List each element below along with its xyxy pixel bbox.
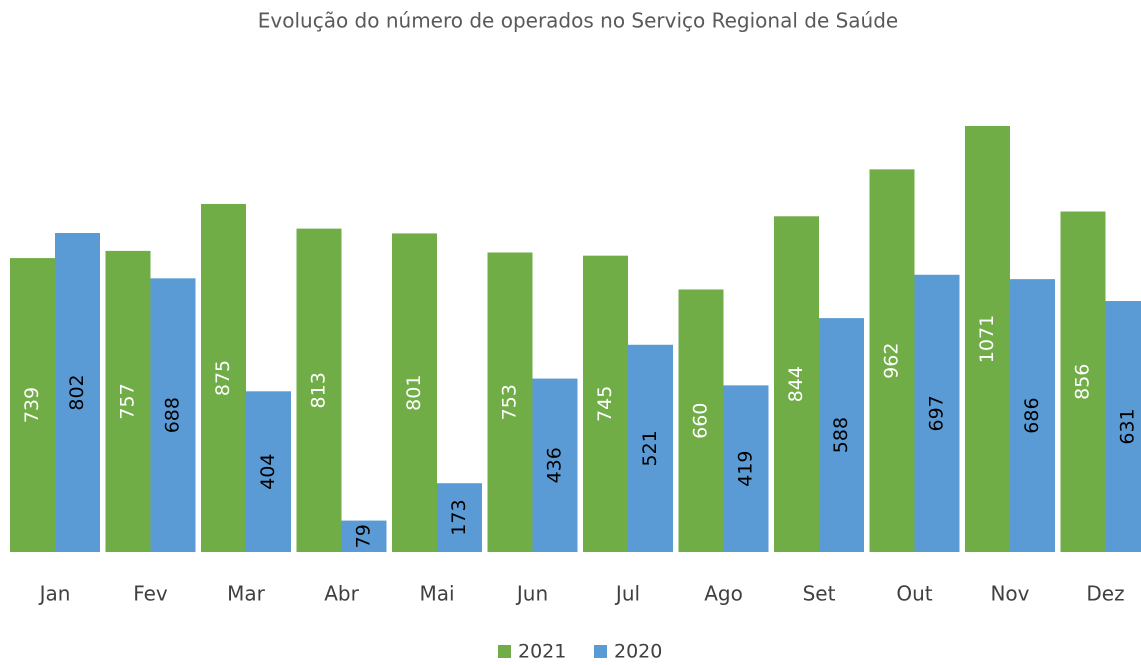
bar (296, 228, 342, 553)
data-label: 436 (544, 447, 566, 483)
bar (1060, 211, 1106, 553)
x-tick-label: Mai (419, 582, 454, 606)
bar (487, 252, 533, 552)
data-label: 686 (1021, 397, 1043, 433)
bar (1010, 279, 1055, 552)
bar (774, 216, 819, 552)
data-label: 757 (117, 383, 139, 419)
bar (392, 233, 437, 552)
data-label: 588 (830, 417, 852, 453)
bar (201, 203, 246, 552)
bar (678, 289, 724, 552)
bar (583, 255, 628, 552)
data-label: 856 (1072, 364, 1094, 400)
x-tick-label: Dez (1086, 582, 1124, 606)
bar (10, 258, 55, 552)
data-label: 739 (21, 387, 43, 423)
bar (965, 126, 1010, 552)
data-label: 688 (162, 397, 184, 433)
legend-label: 2020 (614, 641, 662, 663)
legend-label: 2021 (518, 641, 566, 663)
data-label: 801 (403, 375, 425, 411)
x-tick-label: Abr (324, 582, 359, 606)
x-tick-label: Out (896, 582, 932, 606)
bar (105, 250, 151, 552)
data-label: 419 (735, 451, 757, 487)
x-tick-label: Jul (614, 582, 640, 606)
bar (869, 169, 915, 552)
legend-swatch (498, 645, 511, 658)
data-label: 173 (448, 499, 470, 535)
bar (341, 520, 387, 552)
x-tick-label: Jun (515, 582, 548, 606)
data-label: 631 (1117, 408, 1139, 444)
bar (55, 232, 100, 552)
x-tick-label: Set (803, 582, 836, 606)
x-tick-label: Nov (990, 582, 1029, 606)
data-label: 745 (594, 386, 616, 422)
data-label: 1071 (976, 315, 998, 363)
bar (246, 391, 291, 552)
bar (723, 385, 769, 552)
bar (628, 344, 673, 552)
data-label: 79 (353, 524, 375, 548)
data-label: 802 (66, 374, 88, 410)
data-label: 813 (308, 372, 330, 408)
bar (150, 278, 196, 552)
data-label: 697 (926, 395, 948, 431)
chart-title: Evolução do número de operados no Serviç… (258, 9, 898, 33)
data-label: 521 (639, 430, 661, 466)
data-label: 660 (690, 403, 712, 439)
x-tick-label: Ago (704, 582, 743, 606)
data-label: 404 (257, 454, 279, 490)
bar (532, 378, 578, 552)
bar (914, 274, 960, 552)
data-label: 962 (881, 343, 903, 379)
bar (1105, 301, 1141, 552)
data-label: 875 (212, 360, 234, 396)
x-tick-label: Jan (38, 582, 71, 606)
bar (819, 318, 864, 552)
data-label: 753 (499, 384, 521, 420)
x-tick-label: Mar (227, 582, 266, 606)
data-label: 844 (785, 366, 807, 402)
x-tick-label: Fev (133, 582, 168, 606)
legend-swatch (594, 645, 607, 658)
bar (437, 483, 482, 552)
